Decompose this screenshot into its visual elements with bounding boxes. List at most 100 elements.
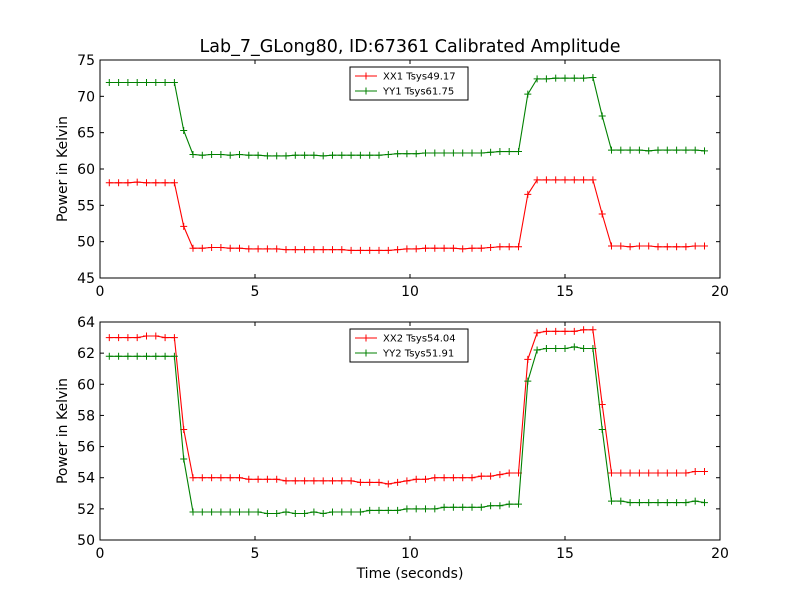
data-point bbox=[375, 151, 383, 159]
data-point bbox=[589, 326, 597, 334]
data-point bbox=[617, 146, 625, 154]
data-point bbox=[561, 344, 569, 352]
data-point bbox=[263, 245, 271, 253]
data-point bbox=[422, 244, 429, 252]
legend-label: YY1 Tsys61.75 bbox=[382, 87, 454, 98]
data-point bbox=[580, 344, 588, 352]
data-point bbox=[105, 334, 113, 342]
data-point bbox=[375, 478, 383, 486]
data-point bbox=[617, 497, 625, 505]
data-point bbox=[598, 112, 606, 120]
data-point bbox=[301, 246, 309, 254]
data-point bbox=[347, 151, 355, 159]
data-point bbox=[449, 149, 457, 157]
data-point bbox=[152, 332, 160, 340]
data-point bbox=[356, 508, 364, 516]
data-point bbox=[394, 478, 402, 486]
data-point bbox=[143, 332, 150, 340]
data-point bbox=[552, 176, 560, 184]
data-point bbox=[515, 500, 522, 508]
y-tick-label: 70 bbox=[77, 89, 95, 105]
data-point bbox=[161, 352, 169, 360]
data-point bbox=[273, 245, 281, 253]
data-point bbox=[598, 425, 606, 433]
data-point bbox=[691, 242, 699, 250]
data-point bbox=[338, 246, 346, 254]
y-tick-label: 54 bbox=[77, 471, 95, 487]
x-tick-label: 20 bbox=[711, 284, 729, 300]
data-point bbox=[468, 503, 476, 511]
data-point bbox=[319, 477, 327, 485]
data-point bbox=[663, 146, 671, 154]
data-point bbox=[180, 222, 188, 230]
data-point bbox=[105, 179, 113, 187]
data-point bbox=[645, 469, 653, 477]
data-point bbox=[347, 477, 355, 485]
y-tick-label: 52 bbox=[77, 502, 95, 518]
data-point bbox=[291, 151, 299, 159]
legend-box bbox=[349, 328, 469, 363]
data-point bbox=[152, 79, 160, 87]
data-point bbox=[431, 505, 439, 513]
data-point bbox=[310, 477, 318, 485]
data-point bbox=[263, 152, 271, 160]
data-point bbox=[161, 79, 169, 87]
data-point bbox=[124, 334, 132, 342]
data-point bbox=[384, 480, 392, 488]
data-point bbox=[152, 352, 160, 360]
data-point bbox=[217, 150, 225, 158]
data-point bbox=[496, 148, 504, 156]
data-point bbox=[701, 467, 708, 475]
data-point bbox=[598, 210, 606, 218]
data-point bbox=[180, 126, 188, 134]
data-point bbox=[208, 150, 216, 158]
data-point bbox=[635, 469, 643, 477]
y-tick-label: 62 bbox=[77, 346, 95, 362]
data-point bbox=[124, 352, 132, 360]
data-point bbox=[263, 475, 271, 483]
data-point bbox=[384, 150, 392, 158]
data-point bbox=[589, 176, 597, 184]
data-point bbox=[691, 146, 699, 154]
data-point bbox=[291, 510, 299, 518]
data-point bbox=[654, 243, 662, 251]
data-point bbox=[459, 503, 467, 511]
data-point bbox=[124, 179, 132, 187]
data-point bbox=[533, 75, 541, 83]
data-point bbox=[487, 148, 495, 156]
data-point bbox=[310, 151, 318, 159]
data-point bbox=[273, 475, 281, 483]
data-point bbox=[356, 246, 364, 254]
data-point bbox=[608, 497, 615, 505]
data-point bbox=[468, 149, 476, 157]
data-point bbox=[459, 245, 467, 253]
data-point bbox=[412, 505, 420, 513]
data-point bbox=[319, 510, 327, 518]
data-point bbox=[487, 502, 495, 510]
data-point bbox=[468, 244, 476, 252]
data-point bbox=[422, 149, 429, 157]
data-point bbox=[198, 508, 206, 516]
data-point bbox=[301, 477, 309, 485]
data-point bbox=[170, 79, 178, 87]
data-point bbox=[403, 150, 411, 158]
data-point bbox=[338, 477, 346, 485]
data-point bbox=[459, 474, 467, 482]
data-point bbox=[635, 242, 643, 250]
data-point bbox=[617, 242, 625, 250]
data-point bbox=[282, 508, 290, 516]
data-point bbox=[394, 506, 402, 514]
data-point bbox=[198, 244, 206, 252]
data-point bbox=[254, 508, 262, 516]
data-point bbox=[161, 334, 169, 342]
data-point bbox=[589, 73, 597, 81]
data-point bbox=[542, 327, 550, 335]
data-point bbox=[635, 499, 643, 507]
data-point bbox=[217, 243, 225, 251]
data-point bbox=[561, 327, 569, 335]
data-point bbox=[459, 149, 467, 157]
data-point bbox=[635, 146, 643, 154]
y-tick-label: 56 bbox=[77, 440, 95, 456]
y-tick-label: 50 bbox=[77, 533, 95, 549]
